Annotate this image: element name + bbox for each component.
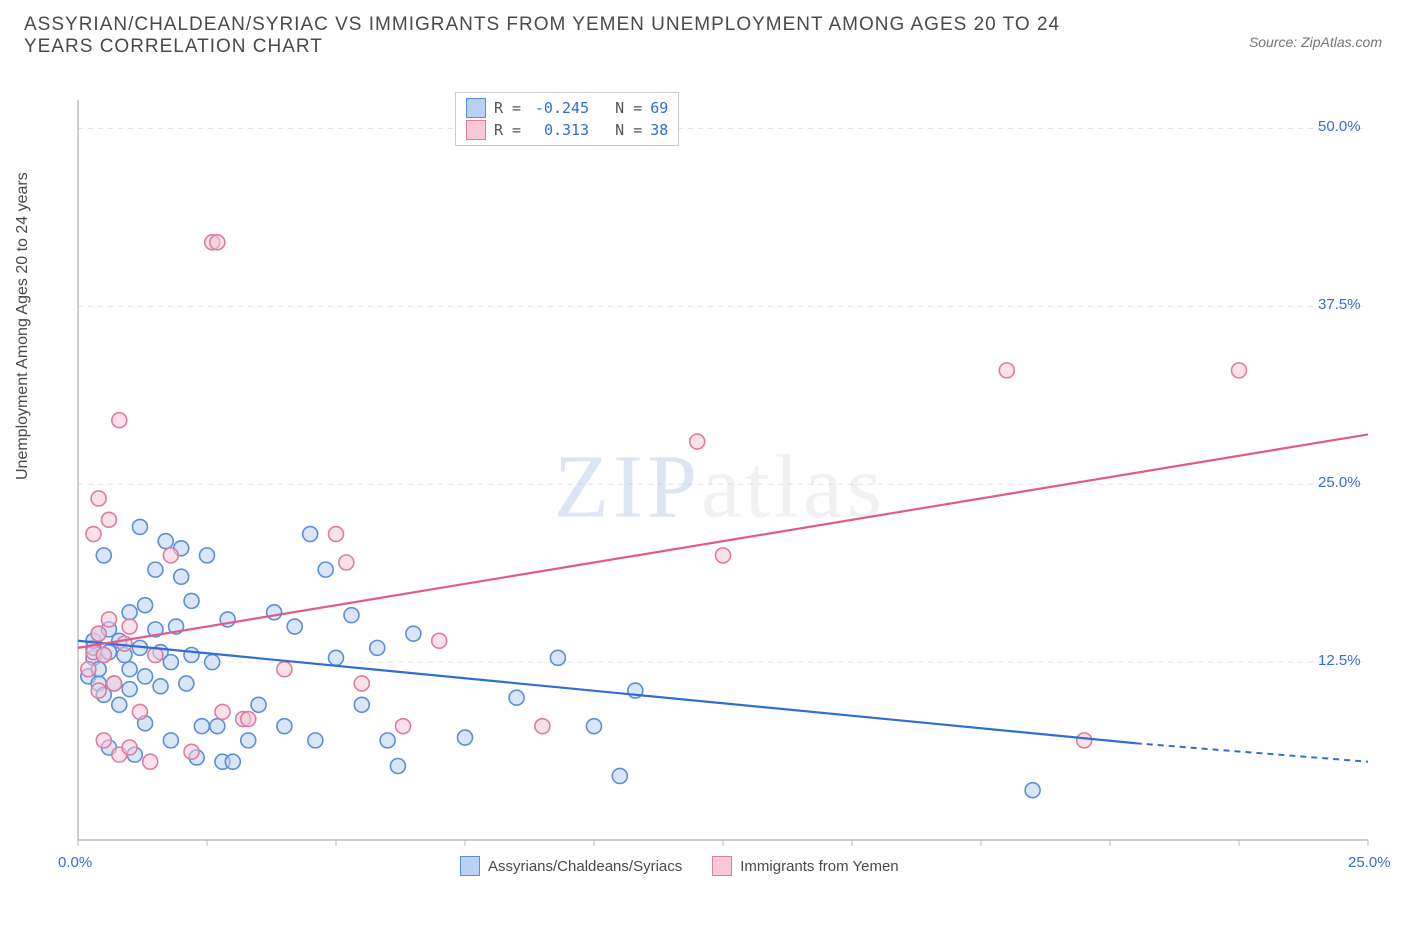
series-legend: Assyrians/Chaldeans/Syriacs Immigrants fr… [460, 856, 899, 876]
series-legend-item: Immigrants from Yemen [712, 856, 898, 876]
tick-label: 50.0% [1318, 118, 1361, 135]
series-legend-item: Assyrians/Chaldeans/Syriacs [460, 856, 682, 876]
legend-row: R = 0.313 N = 38 [466, 119, 668, 141]
source-label: Source: ZipAtlas.com [1249, 14, 1382, 50]
chart-title: ASSYRIAN/CHALDEAN/SYRIAC VS IMMIGRANTS F… [24, 14, 1124, 58]
tick-label: 37.5% [1318, 296, 1361, 313]
tick-label: 12.5% [1318, 652, 1361, 669]
header: ASSYRIAN/CHALDEAN/SYRIAC VS IMMIGRANTS F… [0, 0, 1406, 58]
tick-label: 25.0% [1318, 474, 1361, 491]
tick-label: 0.0% [58, 854, 92, 871]
scatter-plot-svg [60, 92, 1380, 882]
correlation-legend: R = -0.245 N = 69R = 0.313 N = 38 [455, 92, 679, 146]
chart-area: ZIPatlas R = -0.245 N = 69R = 0.313 N = … [60, 92, 1380, 882]
legend-row: R = -0.245 N = 69 [466, 97, 668, 119]
tick-label: 25.0% [1348, 854, 1391, 871]
y-axis-label: Unemployment Among Ages 20 to 24 years [14, 172, 32, 480]
